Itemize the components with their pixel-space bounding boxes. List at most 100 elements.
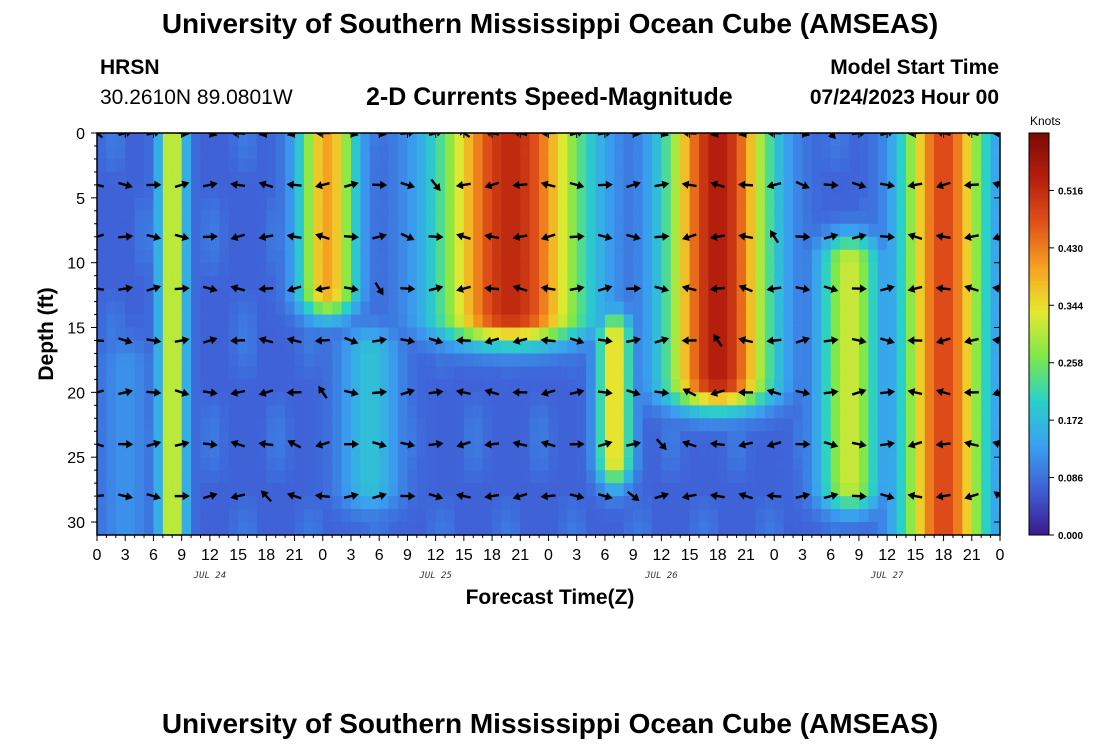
heatmap-cell bbox=[727, 470, 738, 484]
heatmap-cell bbox=[398, 405, 409, 419]
heatmap-cell bbox=[454, 262, 465, 277]
heatmap-cell bbox=[670, 483, 681, 497]
heatmap-cell bbox=[360, 366, 371, 380]
heatmap-cell bbox=[642, 145, 653, 160]
heatmap-cell bbox=[633, 223, 644, 238]
heatmap-cell bbox=[144, 392, 155, 406]
heatmap-cell bbox=[887, 418, 898, 432]
x-tick-label: 9 bbox=[629, 547, 638, 564]
heatmap-cell bbox=[952, 210, 963, 225]
heatmap-cell bbox=[313, 496, 324, 510]
heatmap-cell bbox=[247, 197, 258, 212]
heatmap-cell bbox=[445, 366, 456, 380]
heatmap-cell bbox=[567, 444, 578, 458]
heatmap-cell bbox=[360, 210, 371, 225]
heatmap-cell bbox=[125, 353, 136, 368]
heatmap-cell bbox=[388, 444, 399, 458]
heatmap-cell bbox=[717, 509, 728, 523]
heatmap-cell bbox=[209, 275, 220, 290]
heatmap-cell bbox=[661, 431, 672, 445]
current-arrow bbox=[569, 492, 585, 501]
heatmap-cell bbox=[905, 444, 916, 458]
heatmap-cell bbox=[341, 340, 352, 355]
heatmap-cell bbox=[191, 171, 202, 186]
heatmap-cell bbox=[492, 522, 503, 535]
heatmap-cell bbox=[811, 522, 822, 535]
heatmap-cell bbox=[633, 158, 644, 173]
heatmap-cell bbox=[529, 262, 540, 277]
heatmap-cell bbox=[360, 327, 371, 342]
heatmap-cell bbox=[642, 197, 653, 212]
heatmap-cell bbox=[623, 210, 634, 225]
heatmap-cell bbox=[275, 509, 286, 523]
heatmap-cell bbox=[934, 262, 945, 277]
heatmap-cell bbox=[379, 262, 390, 277]
heatmap-cell bbox=[868, 223, 879, 238]
heatmap-cell bbox=[727, 327, 738, 342]
heatmap-cell bbox=[407, 223, 418, 238]
heatmap-cell bbox=[595, 340, 606, 355]
heatmap-cell bbox=[840, 405, 851, 419]
heatmap-cell bbox=[247, 223, 258, 238]
heatmap-cell bbox=[642, 171, 653, 186]
heatmap-cell bbox=[595, 353, 606, 368]
heatmap-cell bbox=[97, 197, 108, 212]
heatmap-cell bbox=[830, 145, 841, 160]
heatmap-cell bbox=[134, 405, 145, 419]
heatmap-cell bbox=[915, 366, 926, 380]
heatmap-cell bbox=[830, 340, 841, 355]
heatmap-cell bbox=[322, 444, 333, 458]
heatmap-cell bbox=[473, 288, 484, 303]
heatmap-cell bbox=[445, 249, 456, 264]
heatmap-cell bbox=[567, 314, 578, 329]
heatmap-cell bbox=[379, 483, 390, 497]
heatmap-cell bbox=[125, 392, 136, 406]
current-arrow-head bbox=[484, 492, 492, 501]
heatmap-cell bbox=[915, 262, 926, 277]
heatmap-cell bbox=[162, 301, 173, 316]
heatmap-cell bbox=[905, 301, 916, 316]
heatmap-cell bbox=[144, 353, 155, 368]
heatmap-cell bbox=[379, 496, 390, 510]
heatmap-cell bbox=[398, 418, 409, 432]
heatmap-cell bbox=[661, 171, 672, 186]
current-arrow-head bbox=[682, 388, 691, 396]
heatmap-cell bbox=[134, 327, 145, 342]
heatmap-cell bbox=[896, 522, 907, 535]
heatmap-cell bbox=[510, 236, 521, 251]
current-arrow bbox=[428, 492, 444, 501]
heatmap-cell bbox=[172, 379, 183, 393]
current-arrow bbox=[457, 133, 471, 138]
current-arrow bbox=[738, 284, 753, 293]
heatmap-cell bbox=[623, 470, 634, 484]
heatmap-cell bbox=[445, 353, 456, 368]
heatmap-cell bbox=[642, 457, 653, 471]
heatmap-cell bbox=[943, 444, 954, 458]
heatmap-cell bbox=[746, 405, 757, 419]
current-arrow bbox=[118, 232, 134, 241]
current-arrow bbox=[97, 494, 105, 498]
heatmap-cell bbox=[294, 249, 305, 264]
heatmap-cell bbox=[604, 262, 615, 277]
heatmap-cell bbox=[821, 223, 832, 238]
current-arrow bbox=[230, 232, 246, 242]
heatmap-cell bbox=[699, 327, 710, 342]
heatmap-cell bbox=[774, 288, 785, 303]
heatmap-cell bbox=[840, 236, 851, 251]
heatmap-cell bbox=[275, 145, 286, 160]
heatmap-cell bbox=[482, 301, 493, 316]
heatmap-cell bbox=[651, 366, 662, 380]
heatmap-cell bbox=[454, 470, 465, 484]
current-arrow bbox=[935, 232, 951, 241]
current-arrow-head bbox=[484, 181, 493, 190]
heatmap-cell bbox=[708, 470, 719, 484]
heatmap-cell bbox=[764, 496, 775, 510]
heatmap-cell bbox=[341, 197, 352, 212]
current-arrow-head bbox=[576, 388, 585, 397]
heatmap-cell bbox=[651, 522, 662, 535]
heatmap-cell bbox=[802, 405, 813, 419]
heatmap-cell bbox=[934, 301, 945, 316]
heatmap-cell bbox=[379, 223, 390, 238]
heatmap-cell bbox=[520, 496, 531, 510]
heatmap-cell bbox=[811, 353, 822, 368]
